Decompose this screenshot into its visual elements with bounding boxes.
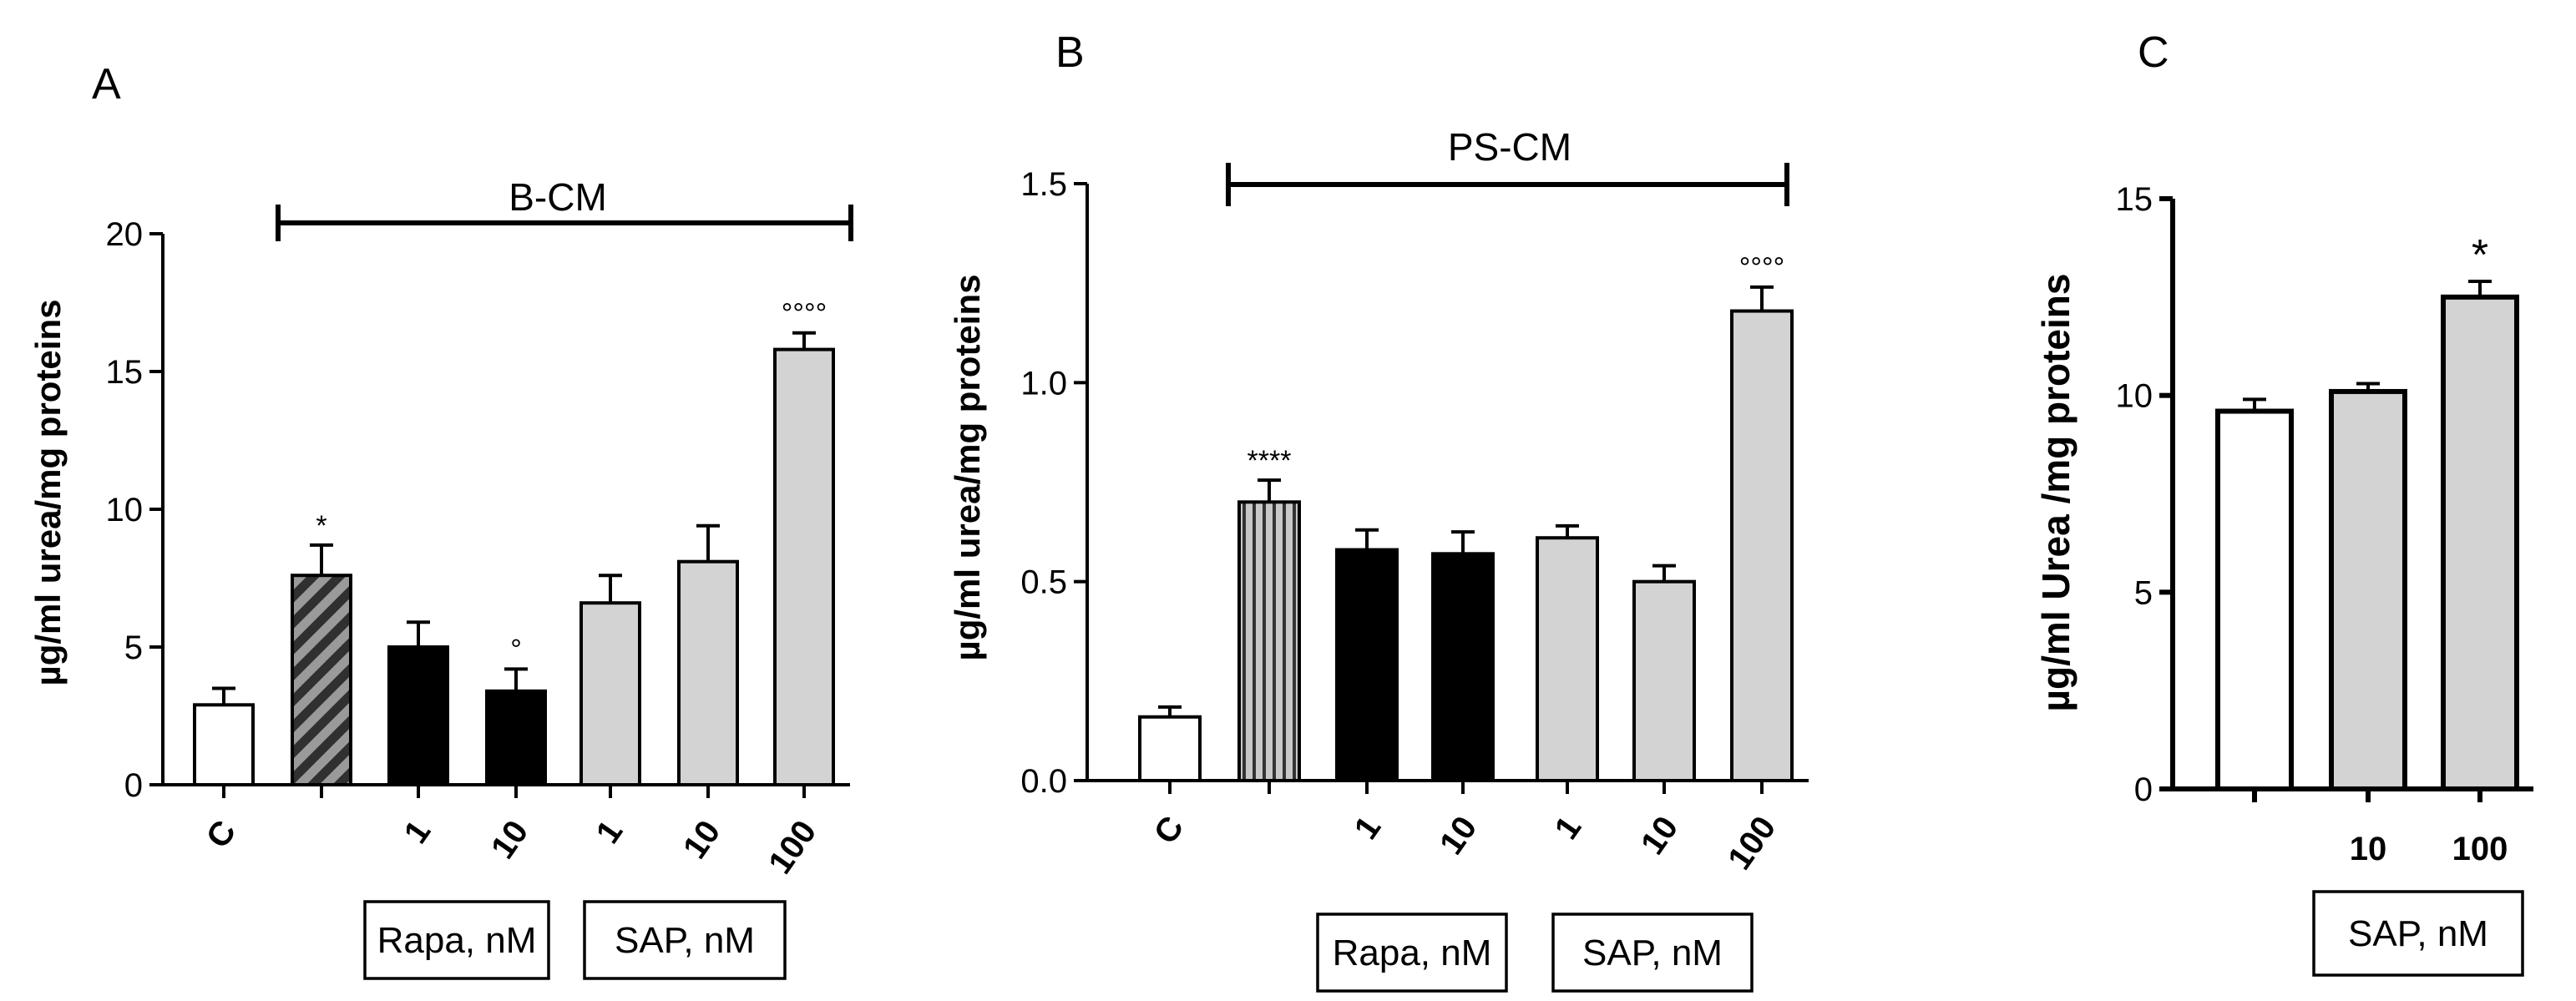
bar: [677, 559, 739, 786]
panel-a: A µg/ml urea/mg proteins 0 5 10 15 20 C …: [28, 60, 853, 980]
y-axis-label-c: µg/ml Urea /mg proteins: [2034, 274, 2078, 712]
group-box-sap: [583, 900, 787, 980]
x-tick-label: 1: [397, 814, 438, 850]
bar: [2329, 388, 2407, 791]
group-box-rapa: [363, 900, 550, 980]
y-tick-label: 10: [106, 492, 144, 528]
y-tick-label: 1.0: [1020, 365, 1067, 402]
y-ticks-b: 0.0 0.5 1.0 1.5: [1020, 166, 1067, 800]
group-box-sap: [1551, 913, 1754, 993]
x-tick-label: 10: [676, 814, 728, 866]
significance-mark: °: [510, 634, 522, 665]
y-tick-label: 0.5: [1020, 564, 1067, 601]
x-tick-label: C: [200, 814, 244, 855]
x-tick-label: 10: [2350, 831, 2387, 867]
group-box-sap: [2312, 890, 2524, 977]
bar: [2441, 294, 2519, 792]
x-tick-label: 10: [484, 814, 536, 866]
y-tick-label: 1.5: [1020, 166, 1067, 203]
y-tick-label: 20: [106, 216, 144, 253]
group-box-label: SAP, nM: [2348, 913, 2488, 954]
bars-a: [193, 331, 835, 787]
x-tick-label: 1: [1348, 810, 1389, 846]
y-tick-label: 0.0: [1020, 763, 1067, 800]
bar: [387, 645, 449, 786]
y-tick-label: 10: [2116, 378, 2153, 415]
significance-mark: *: [316, 510, 326, 542]
panel-letter-c: C: [2138, 28, 2169, 77]
bar: [1335, 548, 1399, 782]
annotations-a: * ° °°°°: [316, 298, 827, 666]
x-ticks-c: 10 100: [2350, 831, 2508, 867]
group-box-rapa: [1316, 913, 1508, 993]
x-ticks-a: C 1 10 1 10 100: [200, 814, 824, 881]
bar: [1632, 579, 1696, 783]
x-tick-label: 10: [1634, 810, 1686, 862]
group-box-label: SAP, nM: [615, 920, 755, 961]
y-ticks-a: 0 5 10 15 20: [106, 216, 144, 804]
panel-letter-a: A: [92, 60, 121, 109]
bracket-b-cm: [276, 205, 853, 241]
group-box-label: Rapa, nM: [1333, 933, 1492, 973]
group-boxes-a: Rapa, nM SAP, nM: [363, 900, 787, 980]
significance-mark: °°°°: [1739, 252, 1784, 284]
x-tick-label: 1: [590, 814, 630, 850]
bar: [579, 601, 641, 787]
panel-b: B µg/ml urea/mg proteins 0.0 0.5 1.0 1.5…: [948, 28, 1809, 993]
bar: [773, 347, 835, 787]
group-boxes-b: Rapa, nM SAP, nM: [1316, 913, 1754, 993]
annotations-c: *: [2472, 231, 2488, 280]
annotations-b: **** °°°°: [1248, 252, 1785, 477]
bar: [1730, 309, 1794, 782]
panel-letter-b: B: [1055, 28, 1085, 77]
bar: [1237, 500, 1301, 782]
x-tick-label: C: [1147, 810, 1192, 851]
x-ticks-b: C 1 10 1 10 100: [1147, 810, 1784, 877]
y-tick-label: 0: [2134, 771, 2153, 808]
x-tick-label: 10: [1433, 810, 1485, 862]
significance-mark: *: [2472, 231, 2488, 280]
bracket-label-b: PS-CM: [1448, 125, 1571, 169]
bar: [291, 574, 352, 787]
significance-mark: ****: [1248, 445, 1292, 477]
y-tick-label: 0: [124, 767, 143, 804]
y-tick-label: 15: [2116, 181, 2153, 218]
panel-c: C µg/ml Urea /mg proteins 0 5 10 15 10 1…: [2034, 28, 2533, 977]
bars-b: [1138, 285, 1794, 783]
bar: [1138, 715, 1202, 783]
y-tick-label: 5: [2134, 574, 2153, 611]
bar: [1536, 536, 1599, 782]
y-axis-label-a: µg/ml urea/mg proteins: [28, 300, 68, 686]
bar: [193, 703, 255, 786]
y-ticks-c: 0 5 10 15: [2116, 181, 2153, 808]
bar: [2215, 408, 2294, 791]
y-tick-label: 15: [106, 354, 144, 391]
bar: [485, 689, 547, 786]
bars-c: [2215, 279, 2519, 792]
bracket-label-a: B-CM: [509, 175, 607, 219]
bracket-ps-cm: [1226, 163, 1789, 206]
significance-mark: °°°°: [782, 298, 827, 330]
x-tick-label: 1: [1548, 810, 1589, 846]
group-box-label: SAP, nM: [1582, 933, 1723, 973]
group-boxes-c: SAP, nM: [2312, 890, 2524, 977]
bar: [1431, 552, 1495, 782]
group-box-label: Rapa, nM: [377, 920, 537, 961]
x-tick-label: 100: [2452, 831, 2508, 867]
x-tick-label: 100: [1721, 810, 1783, 877]
y-axis-label-b: µg/ml urea/mg proteins: [948, 275, 987, 661]
y-tick-label: 5: [124, 629, 143, 666]
x-tick-label: 100: [762, 814, 823, 881]
